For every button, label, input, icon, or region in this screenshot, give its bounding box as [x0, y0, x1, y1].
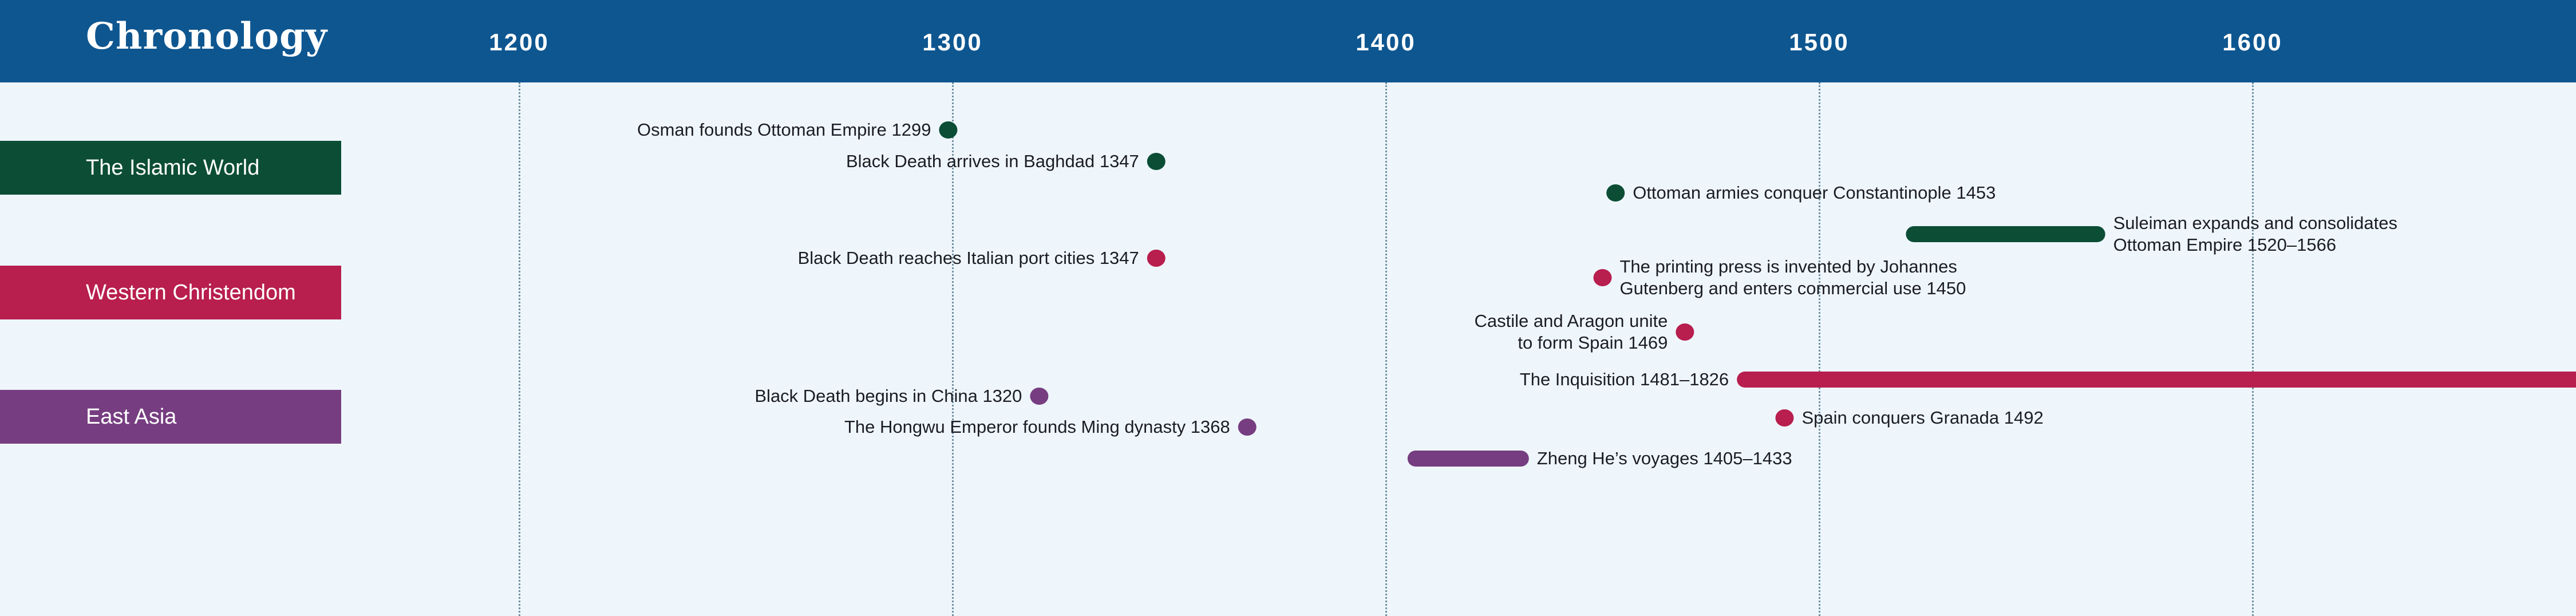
gridline-1300 — [952, 82, 954, 616]
lane-label-western-christendom: Western Christendom — [86, 281, 296, 305]
year-label-1300: 1300 — [922, 29, 983, 56]
event-dot-1450 — [1593, 269, 1612, 286]
event-label: Spain conquers Granada 1492 — [1801, 407, 2043, 429]
gridline-1200 — [519, 82, 520, 616]
page-title: Chronology — [86, 15, 328, 58]
event-span-1405-1433 — [1407, 451, 1529, 467]
event-label-line: The Inquisition 1481–1826 — [1519, 369, 1729, 389]
event-dot-1492 — [1775, 409, 1794, 427]
event-label-line: The printing press is invented by Johann… — [1619, 256, 1957, 277]
event-dot-1368 — [1238, 418, 1257, 436]
event-label-line: Black Death reaches Italian port cities … — [797, 248, 1139, 268]
year-label-1200: 1200 — [489, 29, 550, 56]
event-label: Castile and Aragon unite to form Spain 14… — [1475, 310, 1668, 354]
event-label: Black Death reaches Italian port cities … — [798, 247, 1139, 269]
gridline-1500 — [1819, 82, 1820, 616]
year-label-1600: 1600 — [2222, 29, 2283, 56]
event-span-1520-1566 — [1906, 226, 2105, 242]
lane-label-islamic-world: The Islamic World — [86, 156, 260, 180]
event-label-line: Black Death arrives in Baghdad 1347 — [846, 151, 1139, 171]
event-label-line: Zheng He’s voyages 1405–1433 — [1536, 448, 1792, 468]
event-label: Zheng He’s voyages 1405–1433 — [1537, 448, 1792, 469]
event-label: The Hongwu Emperor founds Ming dynasty 1… — [844, 416, 1230, 438]
lane-east-asia: East Asia — [0, 390, 341, 444]
event-dot-1453 — [1606, 184, 1625, 202]
event-label-line: The Hongwu Emperor founds Ming dynasty 1… — [844, 417, 1230, 437]
event-label: Black Death begins in China 1320 — [754, 385, 1022, 407]
event-label-line: Spain conquers Granada 1492 — [1801, 408, 2044, 428]
event-dot-1347 — [1147, 250, 1165, 267]
event-label-line: Suleiman expands and consolidates — [2113, 213, 2397, 233]
event-label: Ottoman armies conquer Constantinople 14… — [1633, 182, 1996, 204]
lane-label-east-asia: East Asia — [86, 405, 177, 429]
event-label: The printing press is invented by Johann… — [1620, 256, 1966, 299]
event-label-line: to form Spain 1469 — [1518, 333, 1668, 353]
event-label-line: Ottoman Empire 1520–1566 — [2113, 235, 2337, 255]
event-label-line: Osman founds Ottoman Empire 1299 — [637, 120, 931, 140]
event-label: Suleiman expands and consolidates Ottoman… — [2113, 212, 2397, 256]
gridline-1400 — [1385, 82, 1387, 616]
header-bar: Chronology 1200 1300 1400 1500 1600 — [0, 0, 2576, 82]
event-label-line: Black Death begins in China 1320 — [754, 386, 1022, 406]
event-label-line: Gutenberg and enters commercial use 1450 — [1619, 278, 1966, 298]
event-dot-1347 — [1147, 153, 1165, 170]
event-dot-1320 — [1030, 388, 1049, 405]
event-label: Black Death arrives in Baghdad 1347 — [846, 151, 1139, 172]
event-label-line: Castile and Aragon unite — [1474, 311, 1668, 331]
year-label-1500: 1500 — [1789, 29, 1850, 56]
event-label: The Inquisition 1481–1826 — [1520, 369, 1729, 390]
gridline-1600 — [2252, 82, 2254, 616]
lane-islamic-world: The Islamic World — [0, 141, 341, 195]
event-dot-1469 — [1676, 323, 1694, 341]
event-dot-1299 — [939, 121, 958, 139]
event-label-line: Ottoman armies conquer Constantinople 14… — [1633, 183, 1996, 203]
event-label: Osman founds Ottoman Empire 1299 — [637, 119, 931, 141]
event-span-1481-1826 — [1737, 372, 2576, 388]
year-label-1400: 1400 — [1356, 29, 1416, 56]
lane-western-christendom: Western Christendom — [0, 266, 341, 319]
